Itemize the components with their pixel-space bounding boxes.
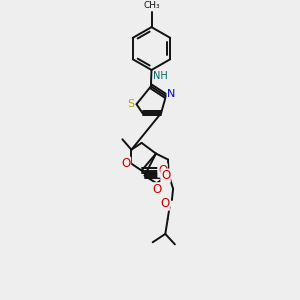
Text: O: O	[122, 157, 130, 170]
Text: S: S	[128, 99, 135, 109]
Text: O: O	[152, 183, 161, 196]
Text: CH₃: CH₃	[143, 1, 160, 10]
Text: NH: NH	[153, 71, 168, 81]
Text: O: O	[158, 164, 167, 177]
Text: O: O	[160, 197, 169, 210]
Text: O: O	[161, 169, 170, 182]
Text: N: N	[167, 89, 176, 99]
